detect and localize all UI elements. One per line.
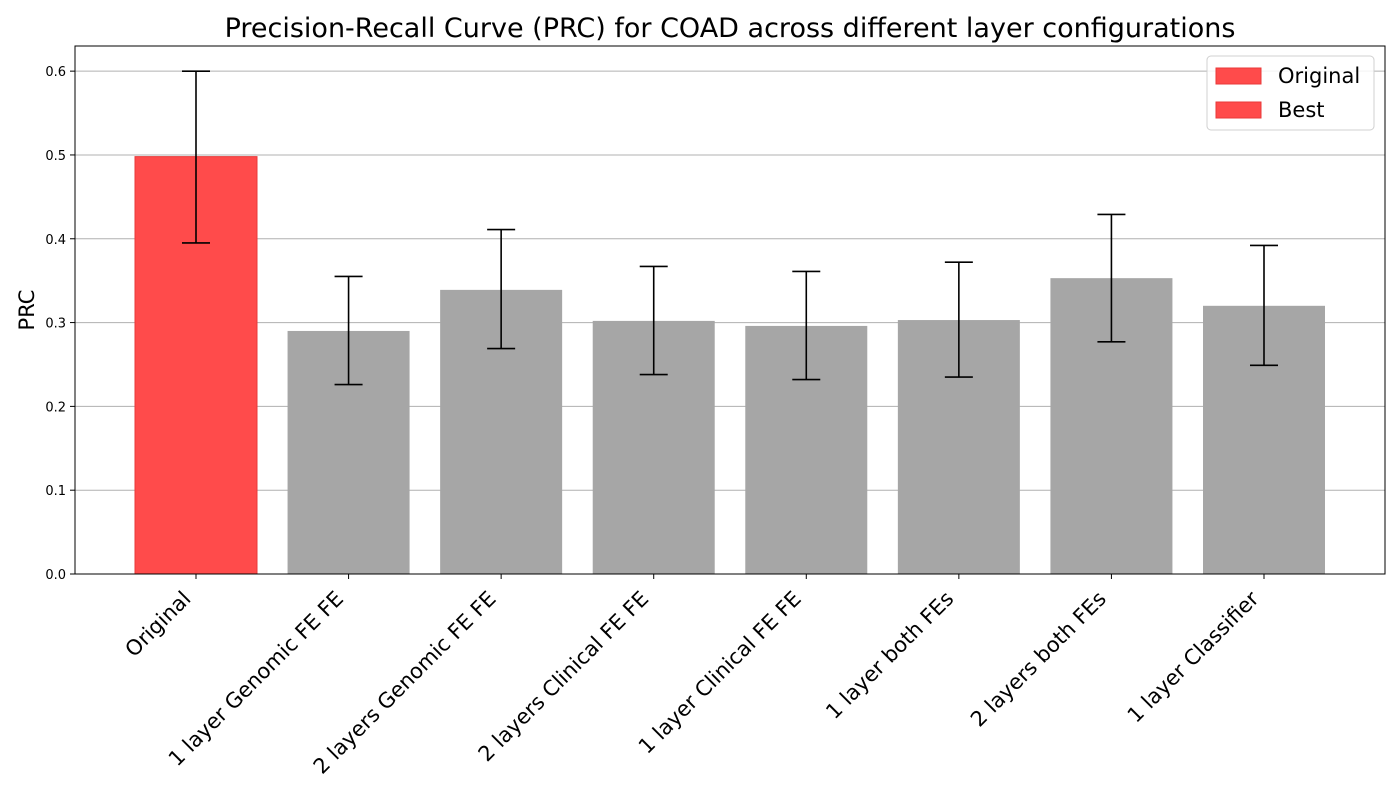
x-tick-label: 1 layer Clinical FE FE — [634, 587, 806, 759]
gridlines — [75, 70, 1385, 491]
x-tick-label: 2 layers both FEs — [966, 587, 1111, 732]
y-tick-label: 0.1 — [45, 484, 66, 499]
error-bars — [182, 70, 1278, 386]
legend-label: Original — [1278, 64, 1360, 88]
legend: Original Best — [1206, 55, 1375, 131]
legend-swatch — [1215, 101, 1262, 119]
x-tick-label: 1 layer Genomic FE FE — [164, 587, 348, 771]
x-tick-label: 2 layers Clinical FE FE — [474, 587, 654, 767]
y-tick-label: 0.4 — [45, 233, 66, 248]
x-tick-label: 1 layer Classifier — [1123, 586, 1264, 727]
y-tick-label: 0.6 — [45, 65, 66, 80]
x-tick-label: 1 layer both FEs — [821, 587, 958, 724]
y-tick-label: 0.2 — [45, 400, 66, 415]
y-tick-label: 0.5 — [45, 149, 66, 164]
y-tick-label: 0.0 — [45, 568, 66, 583]
plot-frame — [74, 45, 1386, 575]
y-axis-label: PRC — [15, 290, 39, 331]
y-axis-ticks: 0.0 0.1 0.2 0.3 0.4 0.5 0.6 — [45, 65, 75, 583]
x-tick-label: Original — [120, 587, 195, 662]
x-tick-label: 2 layers Genomic FE FE — [309, 587, 501, 779]
y-tick-label: 0.3 — [45, 317, 66, 332]
chart-title: Precision-Recall Curve (PRC) for COAD ac… — [225, 13, 1236, 44]
legend-label: Best — [1278, 98, 1325, 122]
legend-swatch — [1215, 67, 1262, 85]
bars — [134, 156, 1325, 575]
